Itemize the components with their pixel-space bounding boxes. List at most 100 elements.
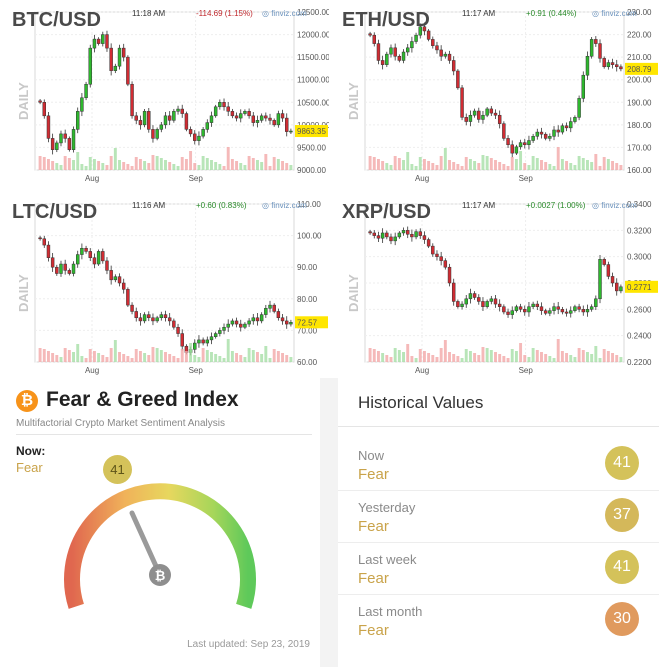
fear-greed-widget: ₿ Fear & Greed Index Multifactorial Cryp… <box>0 378 320 667</box>
volume-bar <box>264 154 268 170</box>
candle-body <box>514 306 519 311</box>
eth-chart: 230.00 220.00 210.00 200.00 190.00 180.00 170.… <box>342 8 658 183</box>
candle-body <box>610 276 615 284</box>
volume-bar <box>389 165 393 170</box>
candle-body <box>239 113 243 119</box>
volume-bar <box>122 162 126 170</box>
candle-body <box>443 260 448 268</box>
candle-body <box>460 87 464 118</box>
volume-bar <box>147 163 151 170</box>
volume-bar <box>448 352 451 362</box>
volume-bar <box>55 355 59 362</box>
candle-body <box>531 136 535 141</box>
volume-bar <box>381 161 385 170</box>
volume-bar <box>281 353 285 362</box>
volume-bar <box>55 163 59 170</box>
candle-body <box>96 38 101 44</box>
volume-bar <box>581 350 585 362</box>
chart-panel-xrp: 0.34000.32000.30000.28000.26000.24000.22… <box>330 192 659 377</box>
last-price-tag <box>625 280 658 293</box>
candle-body <box>447 266 452 284</box>
volume-bar <box>164 352 167 362</box>
volume-bar <box>393 156 397 170</box>
candle-body <box>55 266 59 274</box>
volume-bar <box>138 159 142 170</box>
y-tick-label: 110.00 <box>297 200 321 209</box>
volume-bar <box>272 349 276 362</box>
period-label: DAILY <box>346 82 361 120</box>
candle-body <box>464 117 468 122</box>
history-value-bubble: 37 <box>605 498 639 532</box>
volume-bar <box>552 166 556 170</box>
volume-bar <box>97 161 101 170</box>
candle-body <box>243 323 247 328</box>
volume-bar <box>519 151 523 170</box>
volume-bar <box>243 357 247 362</box>
candle-body <box>472 110 477 116</box>
volume-bar <box>118 352 121 362</box>
volume-bar <box>272 157 276 170</box>
volume-bar <box>435 357 439 362</box>
candle-body <box>485 108 489 116</box>
candle-body <box>159 124 164 130</box>
volume-bar <box>473 161 477 170</box>
candle-body <box>138 317 143 322</box>
y-tick-label: 0.3000 <box>627 253 652 262</box>
history-classification: Fear <box>358 622 389 639</box>
candle-body <box>497 303 502 307</box>
volume-bar <box>498 354 502 362</box>
gauge-hub-bitcoin-icon: ₿ <box>155 569 166 584</box>
candle-body <box>59 263 63 274</box>
volume-bar <box>510 157 514 170</box>
candle-body <box>213 333 218 337</box>
volume-bar <box>76 344 80 362</box>
candle-body <box>439 49 443 57</box>
history-classification: Fear <box>358 570 389 587</box>
candle-body <box>368 33 372 36</box>
volume-bar <box>431 163 435 170</box>
volume-bar <box>97 353 101 362</box>
volume-bar <box>147 355 151 362</box>
volume-bar <box>418 349 422 362</box>
volume-bar <box>84 358 88 362</box>
volume-bar <box>214 162 218 170</box>
candle-body <box>117 276 122 284</box>
volume-bar <box>105 357 109 362</box>
y-tick-label: 11000.00 <box>297 76 329 85</box>
candle-body <box>560 125 565 133</box>
candle-body <box>615 282 619 292</box>
volume-bar <box>414 166 418 170</box>
volume-bar <box>427 353 431 362</box>
candle-body <box>251 115 256 123</box>
candle-body <box>619 66 623 70</box>
candle-body <box>397 55 402 61</box>
candle-body <box>105 260 109 271</box>
historical-values-title: Historical Values <box>358 393 484 412</box>
volume-bar <box>218 356 222 362</box>
candle-body <box>468 114 473 122</box>
volume-bar <box>523 163 527 170</box>
candle-body <box>113 65 118 71</box>
candle-body <box>410 234 414 238</box>
fear-greed-subtitle: Multifactorial Crypto Market Sentiment A… <box>16 418 225 429</box>
candle-body <box>276 311 281 319</box>
volume-bar <box>151 347 155 362</box>
y-tick-label: 70.00 <box>297 326 318 335</box>
volume-bar <box>159 158 163 170</box>
volume-bar <box>477 163 481 170</box>
candle-body <box>285 117 289 132</box>
volume-bar <box>122 354 126 362</box>
candle-body <box>80 247 84 255</box>
index-value-bubble: 41 <box>103 455 132 484</box>
candle-body <box>167 317 172 322</box>
quote-timestamp: 11:16 AM <box>132 201 166 210</box>
y-tick-label: 9500.00 <box>297 143 326 152</box>
candle-body <box>569 121 573 129</box>
candle-body <box>380 60 385 65</box>
chart-panel-ltc: 110.00 100.00 90.00 80.00 70.00 60.00 Aug Sep 72… <box>0 192 329 377</box>
history-classification: Fear <box>358 518 389 535</box>
candle-body <box>502 123 506 139</box>
candle-body <box>121 282 126 290</box>
volume-bar <box>218 164 222 170</box>
volume-bar <box>126 164 130 170</box>
